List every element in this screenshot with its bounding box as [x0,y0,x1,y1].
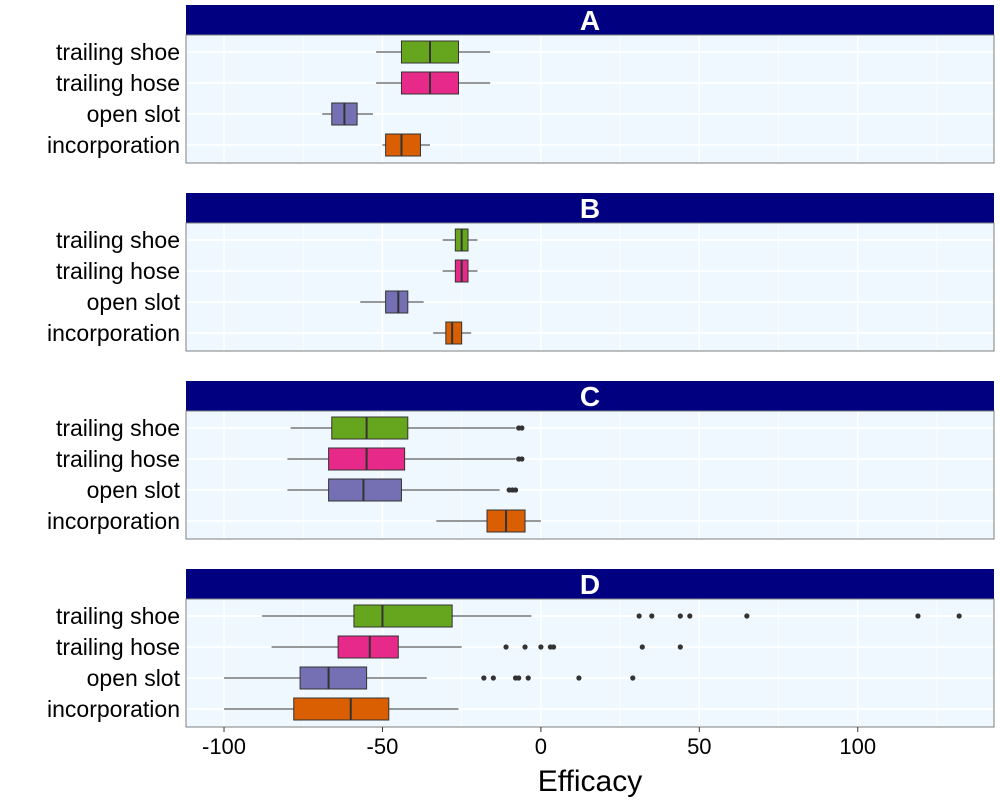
category-label: open slot [87,477,181,503]
outlier-point [525,675,531,681]
facet-strip-label: B [580,193,600,224]
outlier-point [576,675,582,681]
outlier-point [636,613,642,619]
panel-border [185,598,995,728]
outlier-point [915,613,921,619]
facet-strip [186,5,994,35]
outlier-point [677,644,683,650]
x-tick-label: -100 [202,734,246,759]
facet-strip [186,569,994,599]
iqr-box [385,133,421,157]
category-label: open slot [87,289,181,315]
box-open-slot [224,666,636,690]
box-open-slot [360,290,424,314]
iqr-box [445,321,463,345]
outlier-point [538,644,544,650]
box-trailing-shoe [290,416,525,440]
panel-background [186,35,994,163]
box-open-slot [322,102,373,126]
outlier-point [649,613,655,619]
category-label: trailing shoe [56,415,180,441]
category-label: open slot [87,665,181,691]
facet-strip [186,381,994,411]
outlier-point [522,644,528,650]
iqr-box [293,697,390,721]
category-label: trailing shoe [56,603,180,629]
category-label: trailing shoe [56,39,180,65]
iqr-box [299,666,368,690]
x-axis: -100 -50 0 50 100 [202,727,876,759]
iqr-box [353,604,453,628]
category-label: trailing hose [56,70,180,96]
facet-strip-label: A [580,5,600,36]
panel-background [186,411,994,539]
outlier-point [639,644,645,650]
category-label: incorporation [47,696,180,722]
x-tick-label: -50 [367,734,399,759]
outlier-point [481,675,487,681]
outlier-point [687,613,693,619]
outlier-point [490,675,496,681]
outlier-point [516,675,522,681]
category-label: open slot [87,101,181,127]
x-axis-title: Efficacy [538,765,643,798]
iqr-box [331,416,409,440]
box-trailing-shoe [262,604,962,628]
box-trailing-hose [442,259,478,283]
outlier-point [503,644,509,650]
category-label: trailing hose [56,446,180,472]
box-trailing-shoe [442,228,478,252]
iqr-box [385,290,409,314]
outlier-point [519,425,525,431]
category-label: trailing hose [56,258,180,284]
box-incorporation [382,133,430,157]
outlier-point [744,613,750,619]
iqr-box [337,635,399,659]
box-trailing-hose [287,447,525,471]
x-tick-label: 100 [839,734,876,759]
facet-strip-label: C [580,381,600,412]
box-trailing-hose [271,635,683,659]
outlier-point [512,487,519,493]
outlier-point [677,613,683,619]
box-incorporation [433,321,472,345]
box-incorporation [224,697,459,721]
x-tick-label: 0 [535,734,547,759]
iqr-box [328,478,402,502]
panel-background [186,223,994,351]
category-label: incorporation [47,508,180,534]
category-label: trailing hose [56,634,180,660]
category-label: incorporation [47,132,180,158]
category-label: trailing shoe [56,227,180,253]
panel-border [185,410,995,540]
outlier-point [956,613,962,619]
facet-strip-label: D [580,569,600,600]
box-incorporation [436,509,541,533]
panel-border [185,222,995,352]
facet-strip [186,193,994,223]
category-label: incorporation [47,320,180,346]
box-open-slot [287,478,519,502]
panel-border [185,34,995,164]
outlier-point [630,675,636,681]
box-trailing-shoe [376,40,491,64]
outlier-point [550,644,557,650]
x-tick-label: 50 [687,734,711,759]
outlier-point [519,456,525,462]
box-trailing-hose [376,71,491,95]
